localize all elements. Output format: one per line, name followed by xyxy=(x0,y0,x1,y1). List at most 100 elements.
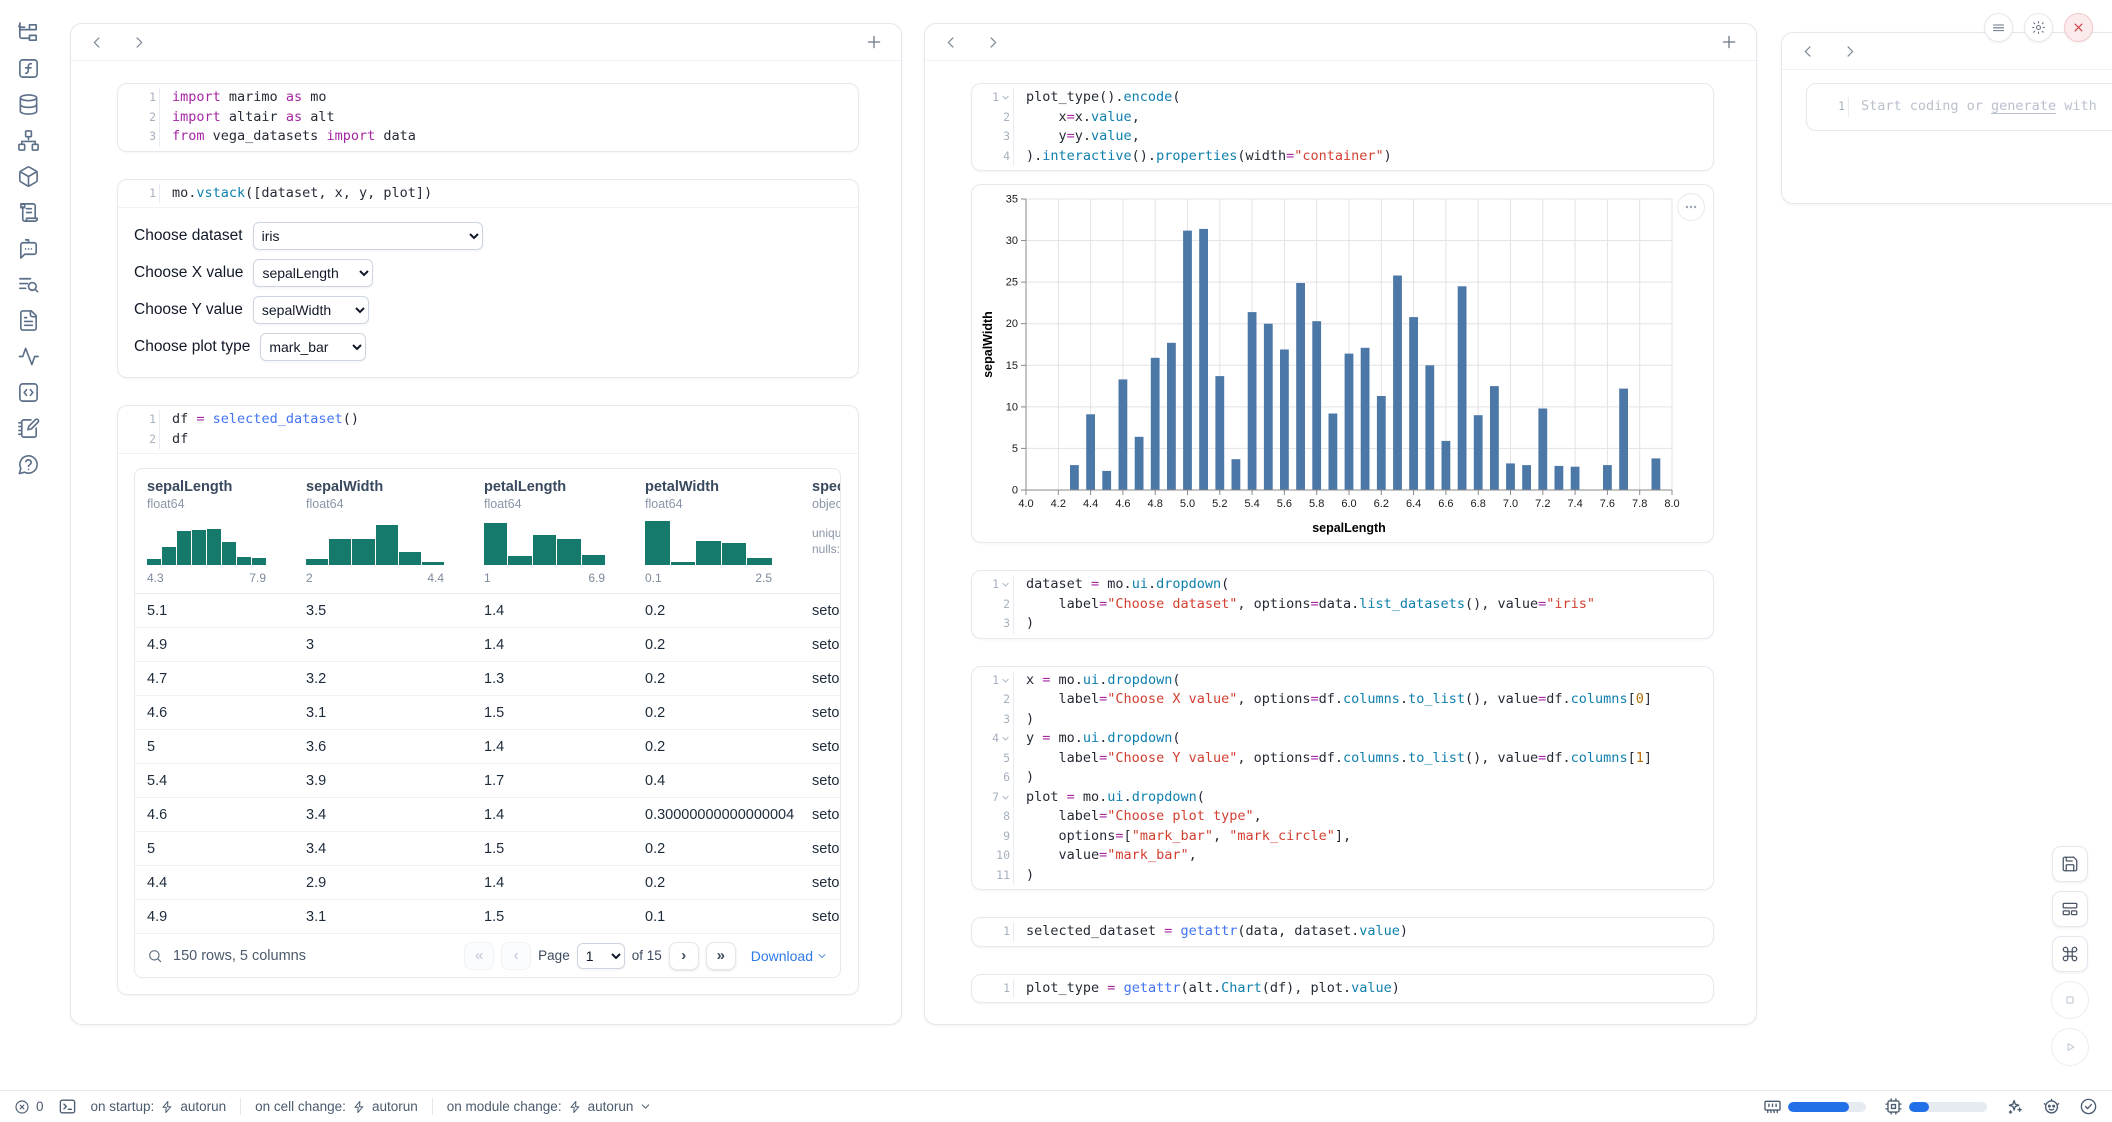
column-header-sepalWidth[interactable]: sepalWidthfloat6424.4 xyxy=(294,469,472,593)
code-editor[interactable]: 1plot_type().encode(2 x=x.value,3 y=y.va… xyxy=(972,84,1713,170)
bot-message-icon[interactable] xyxy=(17,237,40,260)
code-text: x = mo.ui.dropdown( xyxy=(1013,671,1713,691)
add-cell-button[interactable] xyxy=(865,33,883,51)
generate-with-ai-link[interactable]: generate xyxy=(1991,98,2056,114)
error-indicator[interactable]: 0 xyxy=(14,1099,44,1115)
table-cell: 3.4 xyxy=(294,807,472,823)
notebook-pen-icon[interactable] xyxy=(17,417,40,440)
dropdown-choose-dataset[interactable]: iris xyxy=(253,222,483,250)
collapse-column-left-button[interactable] xyxy=(89,34,106,51)
database-icon[interactable] xyxy=(17,93,40,116)
download-button[interactable]: Download xyxy=(751,948,828,964)
code-text: ) xyxy=(1013,710,1713,730)
scroll-text-icon[interactable] xyxy=(17,201,40,224)
code-editor[interactable]: 1import marimo as mo2import altair as al… xyxy=(118,84,858,151)
stop-button[interactable] xyxy=(2051,981,2089,1019)
column-header-species[interactable]: speciesobjectunique:nulls: xyxy=(800,469,840,593)
svg-text:sepalWidth: sepalWidth xyxy=(981,311,995,378)
bot-button[interactable] xyxy=(2042,1097,2061,1116)
code-text: mo.vstack([dataset, x, y, plot]) xyxy=(159,184,858,204)
fold-chevron-icon[interactable] xyxy=(1001,793,1010,802)
code-editor[interactable]: 1x = mo.ui.dropdown(2 label="Choose X va… xyxy=(972,667,1713,890)
code-text: plot_type = getattr(alt.Chart(df), plot.… xyxy=(1013,979,1713,999)
code-line: 6) xyxy=(972,768,1713,788)
column-header-sepalLength[interactable]: sepalLengthfloat644.37.9 xyxy=(135,469,294,593)
nav-back-button[interactable] xyxy=(1800,43,1817,60)
dropdown-row: Choose X valuesepalLength xyxy=(134,259,842,287)
table-cell: 1.4 xyxy=(472,637,633,653)
editor-placeholder: Start coding or generate with xyxy=(1848,97,2112,117)
list-search-icon[interactable] xyxy=(17,273,40,296)
dropdown-choose-y-value[interactable]: sepalWidth xyxy=(253,296,369,324)
sparkles-button[interactable] xyxy=(2005,1097,2024,1116)
fold-chevron-icon[interactable] xyxy=(1001,734,1010,743)
add-cell-button[interactable] xyxy=(1720,33,1738,51)
nav-forward-button[interactable] xyxy=(1841,43,1858,60)
chart-actions-button[interactable] xyxy=(1677,193,1705,221)
column-stats: unique:nulls: xyxy=(812,525,840,557)
fold-chevron-icon[interactable] xyxy=(1001,580,1010,589)
column-range: 4.37.9 xyxy=(147,571,266,585)
svg-text:7.2: 7.2 xyxy=(1535,498,1550,510)
dropdown-choose-plot-type[interactable]: mark_bar xyxy=(260,333,366,361)
first-page-button[interactable]: « xyxy=(464,942,494,970)
layout-button[interactable] xyxy=(2052,891,2088,927)
notebook-column-middle: 1plot_type().encode(2 x=x.value,3 y=y.va… xyxy=(924,23,1757,1025)
code-editor[interactable]: 1plot_type = getattr(alt.Chart(df), plot… xyxy=(972,975,1713,1003)
memory-usage-meter xyxy=(1788,1102,1866,1112)
svg-text:6.8: 6.8 xyxy=(1471,498,1486,510)
autorun-toggle-2[interactable]: on cell change:autorun xyxy=(255,1099,418,1114)
line-number: 1 xyxy=(972,575,1013,595)
separator xyxy=(432,1098,433,1115)
prev-page-button[interactable]: ‹ xyxy=(501,942,531,970)
svg-text:10: 10 xyxy=(1006,401,1018,413)
page-select[interactable]: 1 xyxy=(577,943,625,969)
shutdown-button[interactable] xyxy=(2064,13,2093,42)
code-editor[interactable]: 1mo.vstack([dataset, x, y, plot]) xyxy=(118,180,858,208)
fold-chevron-icon[interactable] xyxy=(1001,676,1010,685)
package-icon[interactable] xyxy=(17,165,40,188)
column-histogram xyxy=(484,519,605,565)
code-block-icon[interactable] xyxy=(17,381,40,404)
menu-button[interactable] xyxy=(1984,13,2013,42)
expand-column-middle-button[interactable] xyxy=(984,34,1001,51)
search-icon[interactable] xyxy=(147,948,163,964)
circle-check-button[interactable] xyxy=(2079,1097,2098,1116)
code-text: import altair as alt xyxy=(159,108,858,128)
last-page-button[interactable]: » xyxy=(706,942,736,970)
table-cell: 0.2 xyxy=(633,739,800,755)
autorun-toggle-3[interactable]: on module change:autorun xyxy=(447,1099,653,1114)
run-button[interactable] xyxy=(2051,1028,2089,1066)
activity-icon[interactable] xyxy=(17,345,40,368)
column-header-petalLength[interactable]: petalLengthfloat6416.9 xyxy=(472,469,633,593)
file-text-icon[interactable] xyxy=(17,309,40,332)
chevron-down-icon xyxy=(639,1100,652,1113)
function-square-icon[interactable] xyxy=(17,57,40,80)
dropdown-choose-x-value[interactable]: sepalLength xyxy=(253,259,373,287)
column-header-petalWidth[interactable]: petalWidthfloat640.12.5 xyxy=(633,469,800,593)
next-page-button[interactable]: › xyxy=(669,942,699,970)
help-bubble-icon[interactable] xyxy=(17,453,40,476)
table-cell: 2.9 xyxy=(294,875,472,891)
file-tree-icon[interactable] xyxy=(17,21,40,44)
network-icon[interactable] xyxy=(17,129,40,152)
svg-text:5.6: 5.6 xyxy=(1277,498,1292,510)
fold-chevron-icon[interactable] xyxy=(1001,93,1010,102)
code-editor[interactable]: 1selected_dataset = getattr(data, datase… xyxy=(972,918,1713,946)
code-editor[interactable]: 1 Start coding or generate with xyxy=(1807,84,2112,130)
autorun-value: autorun xyxy=(372,1099,418,1114)
altair-bar-chart[interactable]: 4.04.24.44.64.85.05.25.45.65.86.06.26.46… xyxy=(980,193,1696,538)
code-editor[interactable]: 1dataset = mo.ui.dropdown(2 label="Choos… xyxy=(972,571,1713,638)
command-palette-button[interactable] xyxy=(2052,936,2088,972)
expand-column-left-button[interactable] xyxy=(130,34,147,51)
collapse-column-middle-button[interactable] xyxy=(943,34,960,51)
table-cell: setosa xyxy=(800,603,840,619)
scratchpad-panel: 1 Start coding or generate with xyxy=(1781,32,2112,204)
autorun-toggle-1[interactable]: on startup:autorun xyxy=(91,1099,227,1114)
code-editor[interactable]: 1df = selected_dataset()2df xyxy=(118,406,858,453)
column-name: petalWidth xyxy=(645,479,800,495)
terminal-button[interactable] xyxy=(58,1097,77,1116)
settings-button[interactable] xyxy=(2024,13,2053,42)
command-icon xyxy=(2061,945,2079,963)
save-button[interactable] xyxy=(2052,846,2088,882)
